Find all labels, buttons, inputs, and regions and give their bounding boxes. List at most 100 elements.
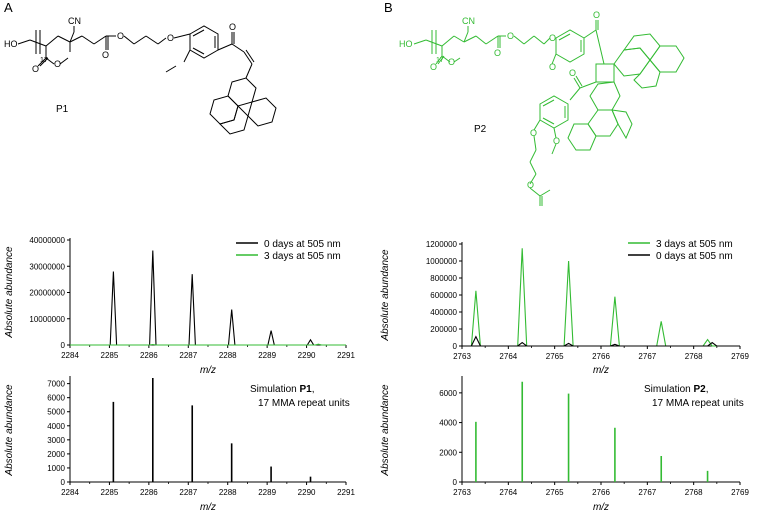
p2-atom-o7: O xyxy=(593,10,600,20)
p2-repeat-count: 17 xyxy=(436,57,444,64)
x-tick-label: 2764 xyxy=(499,352,517,361)
x-tick-label: 2288 xyxy=(219,488,237,497)
p2-atom-o2: O xyxy=(507,31,514,41)
y-tick-label: 0 xyxy=(61,478,66,487)
x-tick-label: 2291 xyxy=(337,351,355,360)
x-tick-label: 2765 xyxy=(546,352,564,361)
series-line-1 xyxy=(70,343,346,346)
x-tick-label: 2766 xyxy=(592,352,610,361)
molecule-label-p1: P1 xyxy=(56,104,69,115)
y-tick-label: 4000 xyxy=(439,419,457,428)
y-axis-title: Absolute abundance xyxy=(380,249,391,342)
x-tick-label: 2287 xyxy=(179,351,197,360)
p1-atom-o2: O xyxy=(117,31,124,41)
chart-b-bottom: 2763 2764 2765 2766 2767 2768 2769 0 2000 4000 600… xyxy=(380,376,749,513)
panel-letter-a: A xyxy=(4,0,13,15)
p2-atom-o4: O xyxy=(430,62,437,72)
x-axis-title: m/z xyxy=(593,502,609,513)
molecule-p2 xyxy=(413,20,685,206)
simulation-annotation: Simulation P1, xyxy=(250,384,314,395)
x-tick-label: 2284 xyxy=(61,488,79,497)
p2-atom-o5: O xyxy=(448,57,455,67)
y-tick-label: 30000000 xyxy=(29,262,65,271)
x-tick-label: 2290 xyxy=(298,488,316,497)
annotation-prefix: Simulation xyxy=(644,384,693,395)
p1-atom-ho: HO xyxy=(4,39,18,49)
y-tick-label: 7000 xyxy=(47,380,65,389)
p2-atom-o1: O xyxy=(494,48,501,58)
y-tick-label: 4000 xyxy=(47,422,65,431)
annotation-repeat-units: 17 MMA repeat units xyxy=(258,398,350,409)
y-tick-label: 0 xyxy=(61,341,66,350)
x-tick-label: 2291 xyxy=(337,488,355,497)
x-axis-title: m/z xyxy=(200,365,216,376)
annotation-suffix: , xyxy=(312,384,315,395)
y-tick-label: 3000 xyxy=(47,436,65,445)
x-tick-label: 2290 xyxy=(298,351,316,360)
legend-label-0: 3 days at 505 nm xyxy=(656,239,733,250)
p1-atom-cn: CN xyxy=(68,16,81,26)
annotation-polymer: P1 xyxy=(299,384,312,395)
x-tick-label: 2286 xyxy=(140,488,158,497)
simulation-annotation: Simulation P2, xyxy=(644,384,708,395)
y-tick-label: 6000 xyxy=(439,389,457,398)
y-tick-label: 5000 xyxy=(47,408,65,417)
x-tick-label: 2286 xyxy=(140,351,158,360)
p2-atom-ho: HO xyxy=(399,39,413,49)
legend-label-0: 0 days at 505 nm xyxy=(264,239,341,250)
p2-atom-o10: O xyxy=(553,136,560,146)
x-tick-label: 2769 xyxy=(731,352,749,361)
y-tick-label: 0 xyxy=(453,478,458,487)
p1-atom-o3: O xyxy=(167,33,174,43)
y-tick-label: 200000 xyxy=(430,325,457,334)
y-tick-label: 2000 xyxy=(47,450,65,459)
series-line-0 xyxy=(70,250,346,346)
y-axis-title: Absolute abundance xyxy=(4,384,15,477)
y-tick-label: 10000000 xyxy=(29,315,65,324)
y-axis-title: Absolute abundance xyxy=(4,246,15,339)
y-tick-label: 20000000 xyxy=(29,289,65,298)
y-tick-label: 2000 xyxy=(439,448,457,457)
x-tick-label: 2285 xyxy=(101,351,119,360)
p1-repeat-count: 17 xyxy=(40,57,48,64)
x-tick-label: 2765 xyxy=(546,488,564,497)
p1-atom-o1: O xyxy=(102,50,109,60)
legend-label-1: 3 days at 505 nm xyxy=(264,251,341,262)
annotation-polymer: P2 xyxy=(693,384,706,395)
p2-atom-o6: O xyxy=(549,62,556,72)
y-tick-label: 1200000 xyxy=(426,240,458,249)
p1-atom-o4: O xyxy=(32,64,39,74)
x-axis-title: m/z xyxy=(593,365,609,376)
p2-atom-o11: O xyxy=(527,180,534,190)
p2-atom-o8: O xyxy=(569,68,576,78)
y-tick-label: 400000 xyxy=(430,308,457,317)
y-tick-label: 800000 xyxy=(430,274,457,283)
annotation-suffix: , xyxy=(706,384,709,395)
panel-letter-b: B xyxy=(384,0,393,15)
y-tick-label: 40000000 xyxy=(29,236,65,245)
p2-atom-o3: O xyxy=(549,33,556,43)
x-tick-label: 2287 xyxy=(179,488,197,497)
x-tick-label: 2284 xyxy=(61,351,79,360)
legend-label-1: 0 days at 505 nm xyxy=(656,251,733,262)
x-tick-label: 2289 xyxy=(258,351,276,360)
p2-atom-cn: CN xyxy=(462,16,475,26)
p2-atom-o9: O xyxy=(530,128,537,138)
x-axis-title: m/z xyxy=(200,502,216,513)
x-tick-label: 2768 xyxy=(685,352,703,361)
chart-a-top: 2284 2285 2286 2287 2288 2289 2290 2291 0 1000000… xyxy=(4,236,355,376)
y-tick-label: 600000 xyxy=(430,291,457,300)
x-tick-label: 2766 xyxy=(592,488,610,497)
x-tick-label: 2763 xyxy=(453,352,471,361)
x-tick-label: 2289 xyxy=(258,488,276,497)
x-tick-label: 2767 xyxy=(638,352,656,361)
y-tick-label: 1000 xyxy=(47,464,65,473)
x-tick-label: 2763 xyxy=(453,488,471,497)
series-line-0 xyxy=(462,248,740,347)
x-tick-label: 2285 xyxy=(101,488,119,497)
chart-b-top: 2763 2764 2765 2766 2767 2768 2769 0 200000 40000… xyxy=(380,239,749,376)
annotation-repeat-units: 17 MMA repeat units xyxy=(652,398,744,409)
annotation-prefix: Simulation xyxy=(250,384,299,395)
x-tick-label: 2769 xyxy=(731,488,749,497)
